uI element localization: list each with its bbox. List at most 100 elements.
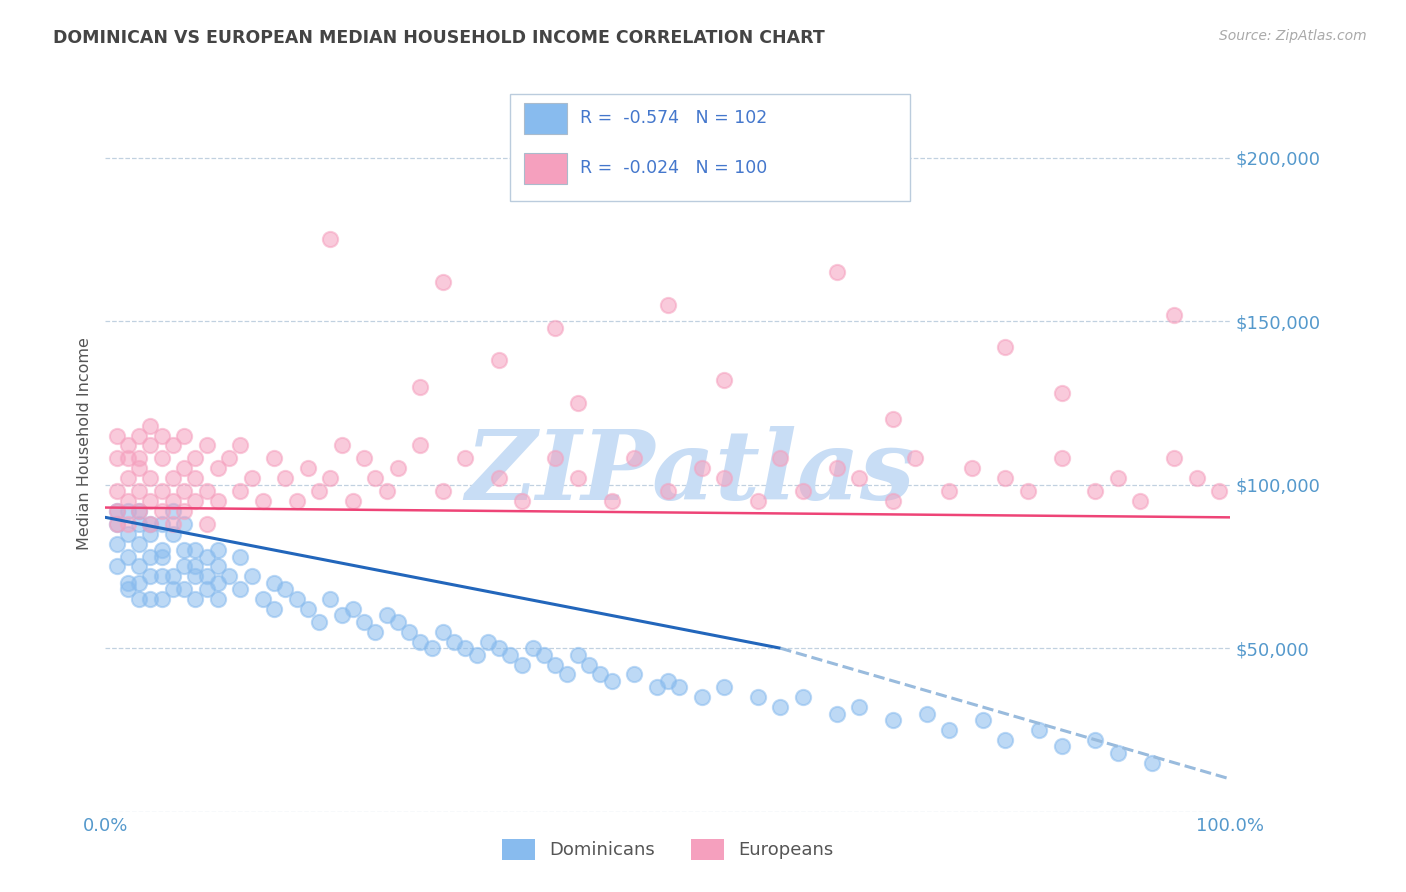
Point	[218, 451, 240, 466]
Point	[342, 494, 364, 508]
Point	[1028, 723, 1050, 737]
Point	[285, 494, 308, 508]
Point	[454, 641, 477, 656]
Point	[387, 461, 409, 475]
Point	[274, 582, 297, 597]
Point	[1107, 746, 1129, 760]
Point	[117, 526, 139, 541]
Point	[319, 232, 342, 246]
Point	[128, 516, 150, 531]
Point	[623, 667, 645, 681]
Point	[600, 494, 623, 508]
Point	[128, 428, 150, 442]
Point	[432, 484, 454, 499]
Point	[128, 451, 150, 466]
Point	[195, 516, 218, 531]
Point	[162, 526, 184, 541]
Point	[488, 471, 510, 485]
Point	[342, 602, 364, 616]
Point	[207, 559, 229, 574]
Point	[409, 634, 432, 648]
Point	[747, 690, 769, 705]
Point	[1163, 308, 1185, 322]
Point	[1050, 451, 1073, 466]
Point	[657, 298, 679, 312]
Point	[184, 592, 207, 607]
Point	[1084, 484, 1107, 499]
Point	[150, 516, 173, 531]
Point	[162, 471, 184, 485]
Point	[769, 700, 792, 714]
Text: Source: ZipAtlas.com: Source: ZipAtlas.com	[1219, 29, 1367, 44]
Point	[117, 451, 139, 466]
Point	[398, 624, 420, 639]
Point	[285, 592, 308, 607]
Point	[128, 559, 150, 574]
Point	[117, 471, 139, 485]
Point	[139, 494, 162, 508]
Point	[915, 706, 938, 721]
Point	[105, 516, 128, 531]
Point	[184, 451, 207, 466]
Point	[330, 608, 353, 623]
Point	[544, 320, 567, 334]
Point	[162, 494, 184, 508]
Point	[353, 615, 375, 629]
Text: ZIPatlas: ZIPatlas	[465, 426, 915, 520]
Point	[1185, 471, 1208, 485]
Point	[938, 723, 960, 737]
Point	[139, 569, 162, 583]
Point	[128, 504, 150, 518]
Point	[769, 451, 792, 466]
Point	[128, 484, 150, 499]
Point	[330, 438, 353, 452]
Point	[150, 504, 173, 518]
Point	[162, 582, 184, 597]
Point	[432, 275, 454, 289]
Point	[105, 516, 128, 531]
Point	[139, 516, 162, 531]
Point	[623, 451, 645, 466]
Point	[825, 706, 848, 721]
Point	[150, 428, 173, 442]
Point	[195, 582, 218, 597]
Point	[420, 641, 443, 656]
Point	[105, 504, 128, 518]
Point	[117, 494, 139, 508]
Point	[195, 484, 218, 499]
Point	[409, 379, 432, 393]
Point	[139, 526, 162, 541]
Point	[162, 516, 184, 531]
Point	[375, 608, 398, 623]
Point	[645, 681, 668, 695]
Point	[117, 516, 139, 531]
Point	[150, 484, 173, 499]
Point	[173, 582, 195, 597]
Point	[1129, 494, 1152, 508]
Text: R =  -0.574   N = 102: R = -0.574 N = 102	[581, 109, 768, 127]
Point	[229, 582, 252, 597]
Point	[184, 569, 207, 583]
Point	[364, 471, 387, 485]
Point	[207, 592, 229, 607]
Point	[567, 471, 589, 485]
Point	[510, 494, 533, 508]
Point	[162, 438, 184, 452]
Point	[657, 673, 679, 688]
FancyBboxPatch shape	[524, 153, 567, 184]
Point	[1140, 756, 1163, 770]
Point	[150, 543, 173, 558]
Point	[139, 592, 162, 607]
Point	[162, 504, 184, 518]
Point	[488, 641, 510, 656]
Text: R =  -0.024   N = 100: R = -0.024 N = 100	[581, 159, 768, 177]
Point	[1050, 739, 1073, 754]
Point	[218, 569, 240, 583]
Point	[522, 641, 544, 656]
Point	[117, 504, 139, 518]
Point	[567, 396, 589, 410]
Point	[825, 461, 848, 475]
Point	[308, 615, 330, 629]
Point	[882, 713, 904, 727]
Point	[240, 471, 263, 485]
